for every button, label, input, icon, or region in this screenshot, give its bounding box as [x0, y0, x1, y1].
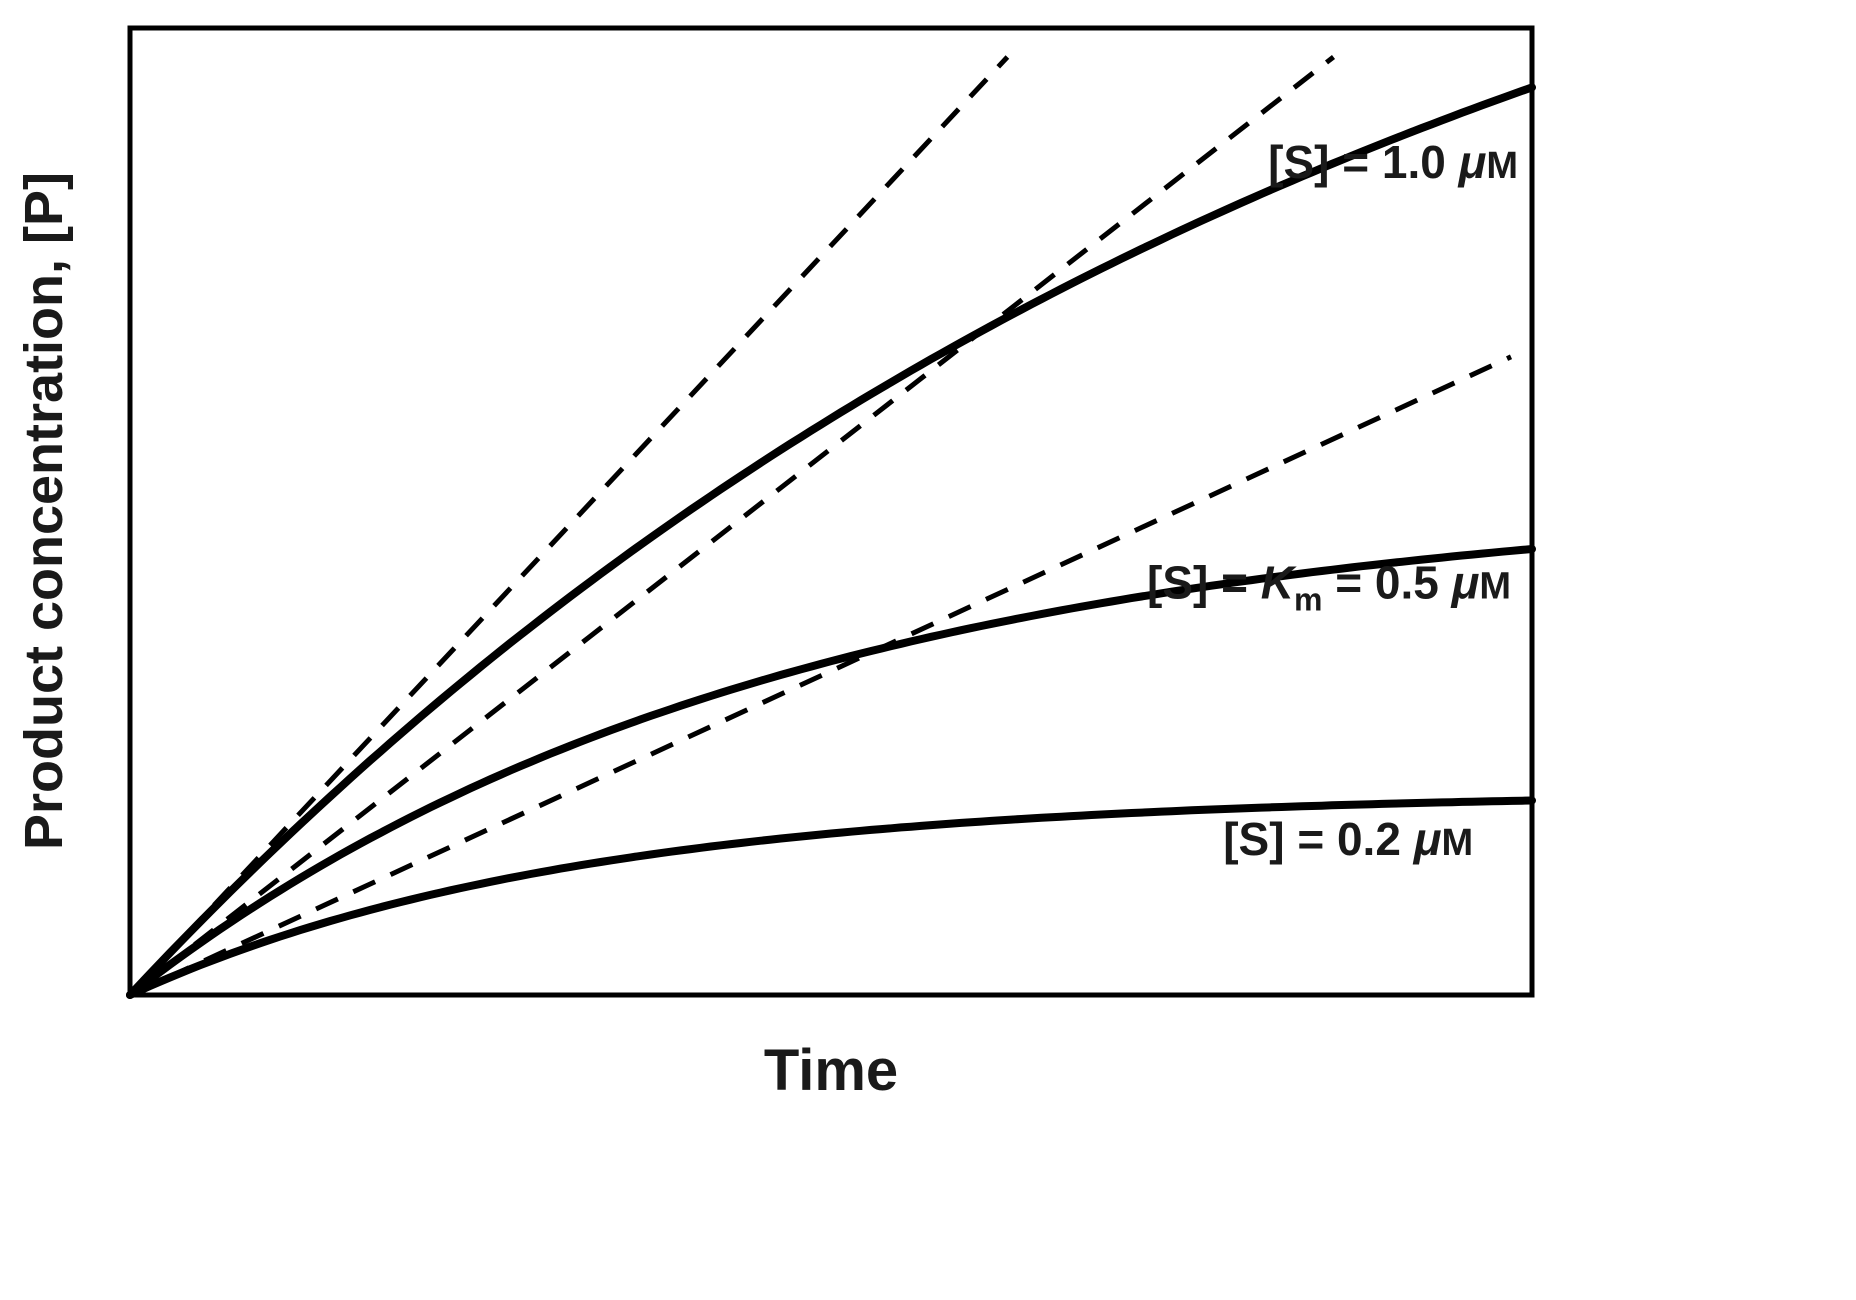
tangent-line-0	[128, 55, 1010, 997]
tangent-line-2	[128, 354, 1513, 998]
series-labels: [S] = 1.0 μM [S] = Km = 0.5 μM [S] = 0.2 μ…	[1147, 136, 1518, 865]
x-axis-label: Time	[764, 1038, 898, 1103]
series-label-0: [S] = 1.0 μM	[1268, 136, 1518, 188]
initial-velocity-tangent-lines	[128, 55, 1513, 998]
curve-0	[126, 83, 1536, 999]
curve-2	[126, 796, 1536, 999]
progress-curves	[126, 83, 1536, 999]
y-axis-label: Product concentration, [P]	[14, 172, 74, 850]
series-label-1: [S] = Km = 0.5 μM	[1147, 557, 1511, 618]
series-label-2: [S] = 0.2 μM	[1223, 813, 1473, 865]
tangent-line-1	[128, 55, 1336, 997]
curve-1	[126, 545, 1536, 999]
